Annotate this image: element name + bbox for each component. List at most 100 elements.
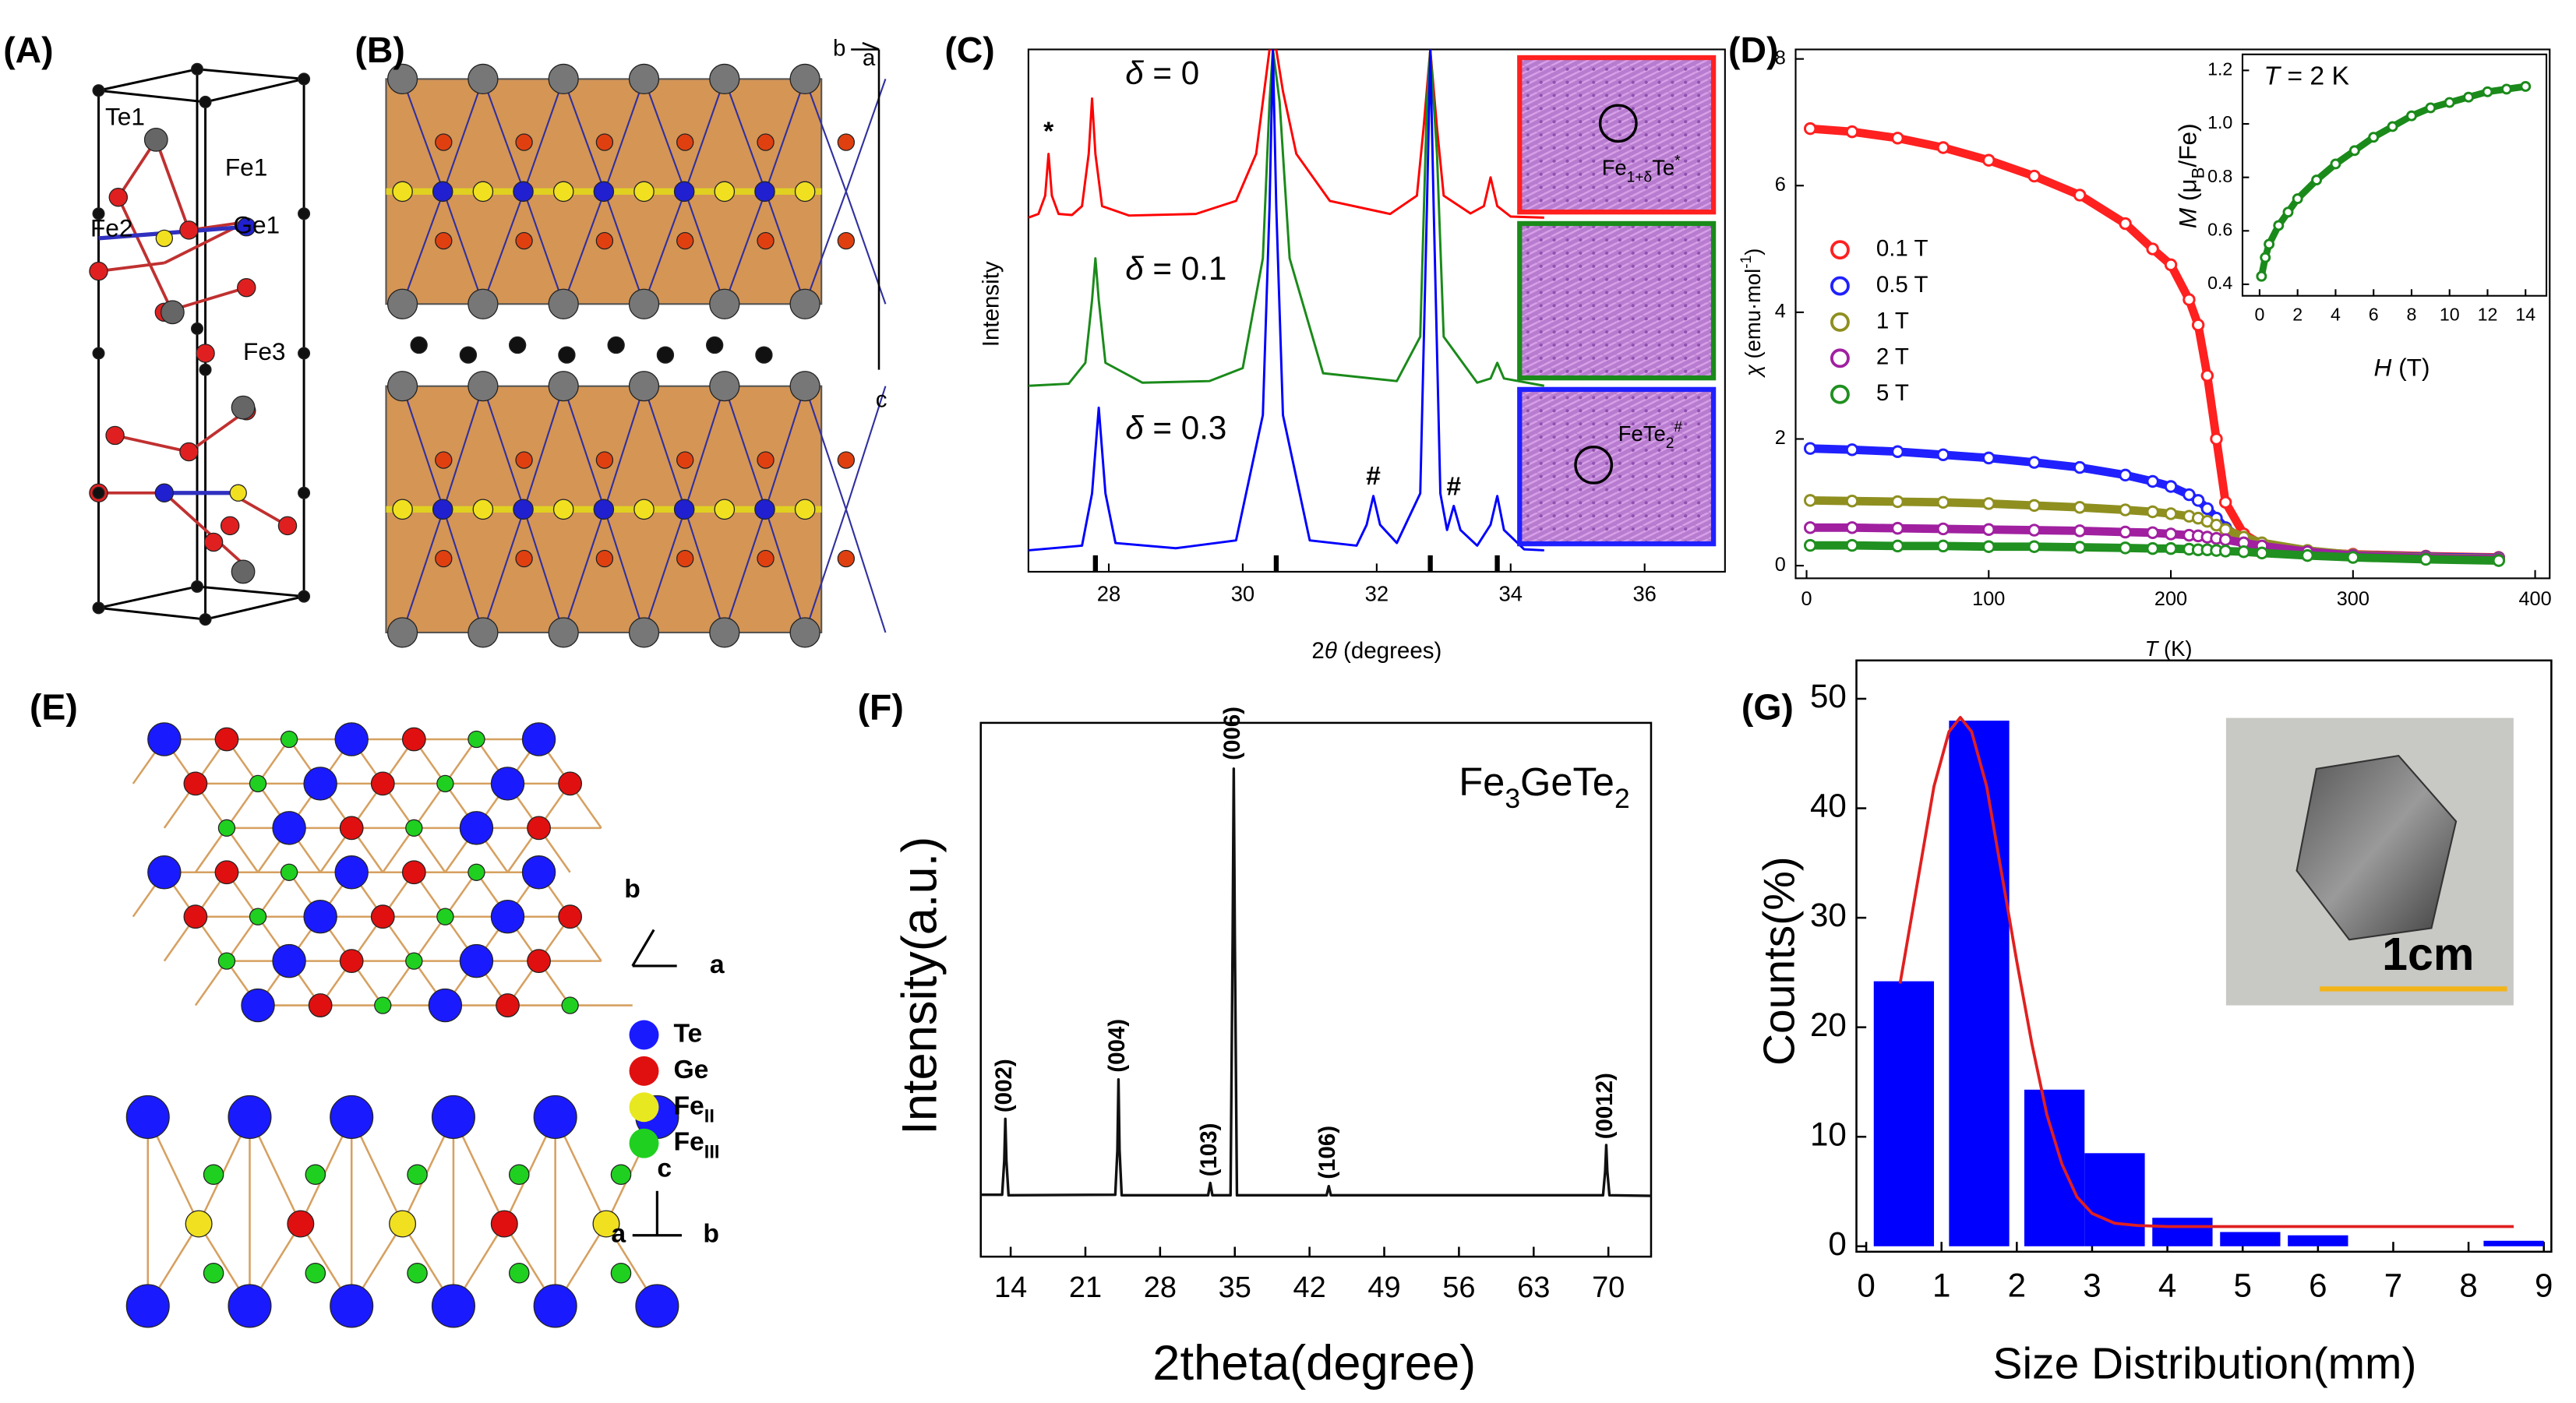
atom [305,1262,326,1284]
bond [196,585,305,598]
x-axis-label: T (K) [2145,636,2193,661]
data-point [1982,451,1996,465]
atom [673,499,695,520]
atom [105,425,125,446]
bond [643,509,686,633]
data-point [1845,538,1859,552]
text-part: # [1674,418,1682,435]
atom [237,217,256,237]
atom [755,346,773,364]
x-tick-label: 70 [1592,1271,1625,1304]
atom [386,288,418,319]
structure-drawings [89,41,887,1328]
atom [515,231,533,250]
atom [757,133,775,151]
bond [723,509,767,633]
atom [521,855,556,890]
data-point [1803,538,1817,552]
atom [405,952,423,970]
atom [272,811,306,845]
atom [203,532,224,552]
atom [676,451,694,469]
data-point [2073,501,2087,514]
bond [523,386,565,510]
bond [154,139,191,231]
data-point [2027,540,2041,553]
bond [194,960,228,1006]
legend-marker [1830,348,1850,368]
data-point [1982,523,1996,536]
bond [382,960,415,1006]
x-tick-label: 32 [1365,581,1389,605]
bond [764,386,806,510]
bond [482,79,525,192]
text-part: Fe [673,1127,704,1157]
legend-marker [629,1092,659,1123]
atom [496,993,520,1017]
data-point [2419,552,2433,566]
x-tick-label: 0 [2254,304,2264,324]
panel-label: (E) [30,686,78,727]
bond [845,509,887,633]
atom [513,181,534,203]
bond [643,386,686,510]
data-point [2073,541,2087,554]
bond [684,79,725,192]
data-point [2482,86,2493,97]
atom [298,486,311,499]
data-point [2520,81,2532,92]
legend-marker [1830,240,1850,260]
legend-label: 5 T [1876,380,1909,406]
bond [523,191,565,305]
bond [413,915,446,962]
bond [401,386,445,510]
atom [298,72,311,86]
atom-label: Fe2 [90,214,132,242]
panel-label: (C) [944,30,994,70]
atom [92,207,105,220]
bond [643,79,686,192]
atom [552,181,574,203]
atom [370,904,395,929]
atom [610,1262,632,1284]
text-part: (T) [2391,354,2430,382]
axis-label: b [624,874,640,904]
atom [179,220,199,240]
y-tick-label: 1.0 [2207,112,2232,132]
bond [163,492,248,569]
atom [595,231,614,250]
text-part: χ [1741,364,1765,378]
highlight-circle [1574,446,1614,485]
legend-label: FeIII [673,1127,719,1163]
data-point [2463,91,2475,103]
data-point [1845,521,1859,534]
atom [339,949,364,974]
x-tick-label: 28 [1144,1271,1177,1304]
x-tick-label: 56 [1442,1271,1475,1304]
atom [334,722,369,756]
axis-label: c [876,386,887,412]
chart-title: T = 2 K [2264,61,2349,90]
atom [714,181,736,203]
bar [2084,1153,2145,1246]
atom [837,451,856,469]
data-point [2218,533,2232,546]
bar [1873,981,1935,1246]
data-point [2311,174,2323,186]
x-tick-label: 10 [2440,304,2460,324]
series-label: δ = 0.3 [1125,410,1226,446]
atom [789,288,820,319]
micrograph-inset [1517,55,1717,215]
atom [607,336,625,354]
bond [723,191,767,305]
y-tick-label: 6 [1775,174,1786,196]
bond [764,191,806,305]
x-tick-label: 63 [1517,1271,1550,1304]
atom [548,371,579,402]
x-tick-label: 42 [1293,1271,1326,1304]
atom [628,371,660,402]
legend-marker [1830,312,1850,332]
data-point [2073,460,2087,474]
atom [789,371,820,402]
atom [330,1095,374,1139]
